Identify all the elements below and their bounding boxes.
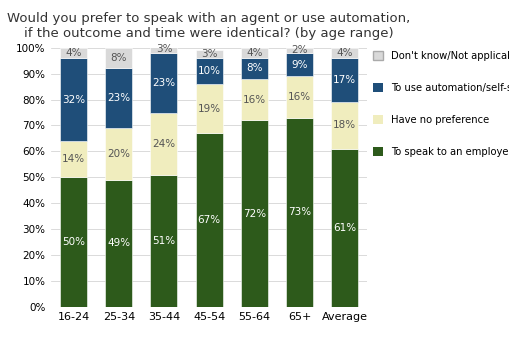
Text: 23%: 23% — [107, 93, 130, 103]
Bar — [330, 102, 357, 149]
Bar — [286, 118, 313, 307]
Bar — [330, 149, 357, 307]
Text: 23%: 23% — [152, 78, 175, 88]
Bar — [195, 133, 222, 307]
Text: 20%: 20% — [107, 149, 130, 159]
Bar — [240, 58, 267, 79]
Bar — [60, 177, 87, 307]
Bar — [195, 50, 222, 58]
Text: 73%: 73% — [287, 207, 310, 217]
Text: 10%: 10% — [197, 66, 220, 76]
Text: 2%: 2% — [291, 45, 307, 55]
Bar — [286, 76, 313, 118]
Bar — [195, 84, 222, 133]
Bar — [60, 141, 87, 177]
Bar — [105, 48, 132, 69]
Text: 32%: 32% — [62, 94, 85, 105]
Bar — [240, 79, 267, 120]
Bar — [150, 45, 177, 53]
Text: 3%: 3% — [155, 44, 172, 54]
Bar — [60, 48, 87, 58]
Bar — [105, 69, 132, 128]
Bar — [105, 128, 132, 180]
Bar — [60, 58, 87, 141]
Text: 9%: 9% — [291, 60, 307, 70]
Title: Would you prefer to speak with an agent or use automation,
if the outcome and ti: Would you prefer to speak with an agent … — [8, 12, 410, 40]
Bar — [286, 48, 313, 53]
Text: 61%: 61% — [332, 223, 355, 233]
Bar — [150, 175, 177, 307]
Text: 17%: 17% — [332, 75, 355, 85]
Text: 24%: 24% — [152, 139, 175, 149]
Text: 67%: 67% — [197, 215, 220, 225]
Text: 16%: 16% — [242, 94, 265, 105]
Bar — [240, 120, 267, 307]
Bar — [286, 53, 313, 76]
Text: 18%: 18% — [332, 120, 355, 131]
Bar — [330, 48, 357, 58]
Bar — [195, 58, 222, 84]
Text: 16%: 16% — [287, 92, 310, 102]
Text: 50%: 50% — [62, 237, 85, 247]
Bar — [105, 180, 132, 307]
Text: 8%: 8% — [110, 53, 127, 63]
Text: 8%: 8% — [245, 63, 262, 73]
Text: 4%: 4% — [65, 48, 81, 58]
Text: 14%: 14% — [62, 154, 85, 164]
Text: 49%: 49% — [107, 238, 130, 248]
Bar — [150, 53, 177, 113]
Bar — [150, 113, 177, 175]
Text: 4%: 4% — [245, 48, 262, 58]
Bar — [330, 58, 357, 102]
Text: 3%: 3% — [201, 49, 217, 59]
Text: 51%: 51% — [152, 236, 175, 246]
Text: 4%: 4% — [336, 48, 352, 58]
Legend: Don't know/Not applicable, To use automation/self-service, Have no preference, T: Don't know/Not applicable, To use automa… — [370, 48, 509, 160]
Bar — [240, 48, 267, 58]
Text: 72%: 72% — [242, 209, 265, 219]
Text: 19%: 19% — [197, 104, 220, 114]
